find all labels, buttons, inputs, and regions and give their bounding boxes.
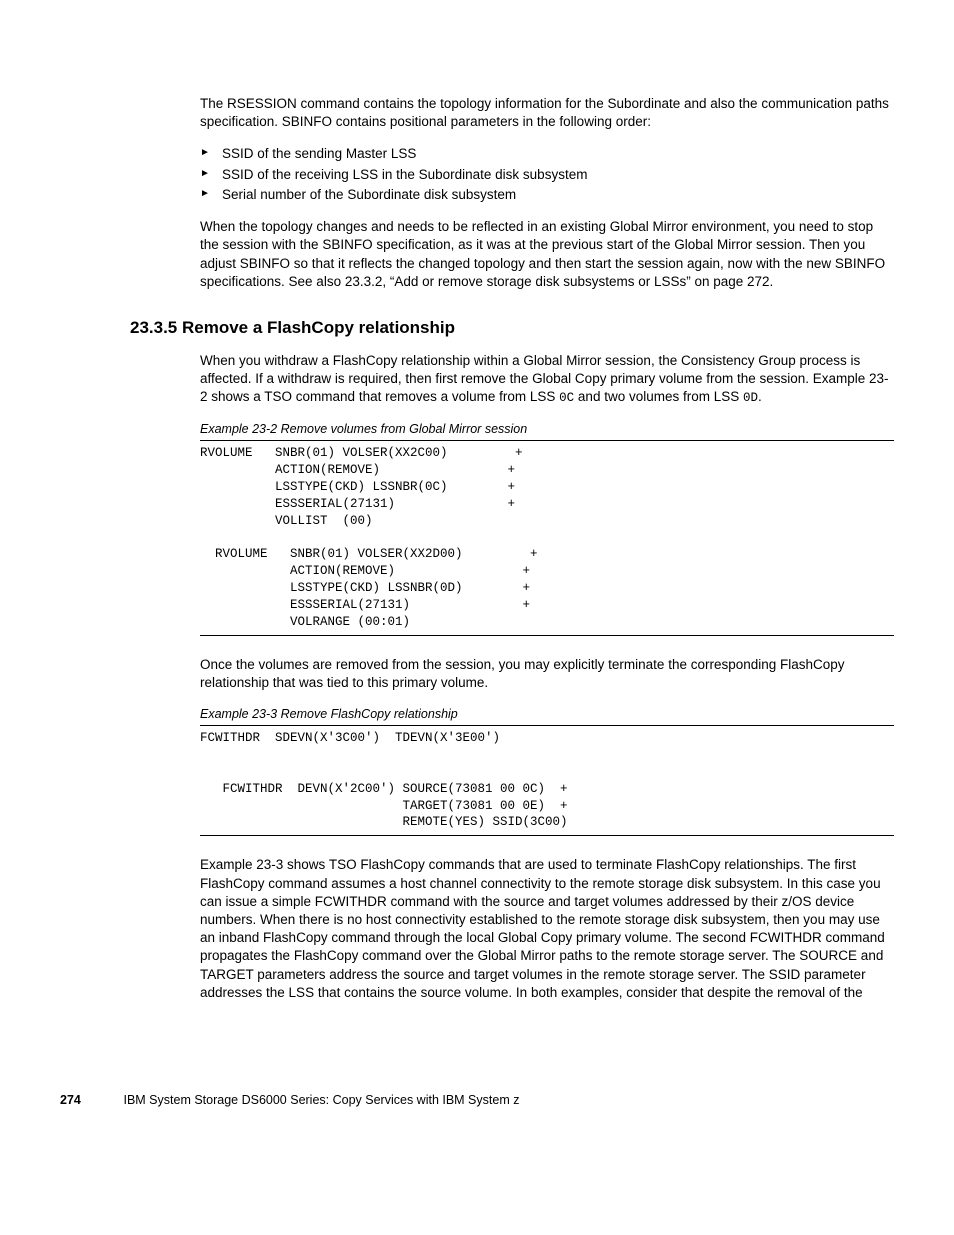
paragraph: Once the volumes are removed from the se… bbox=[200, 656, 894, 692]
bullet-list: SSID of the sending Master LSS SSID of t… bbox=[200, 145, 894, 204]
paragraph: When the topology changes and needs to b… bbox=[200, 218, 894, 291]
paragraph: The RSESSION command contains the topolo… bbox=[200, 95, 894, 131]
code-example: FCWITHDR SDEVN(X'3C00') TDEVN(X'3E00') F… bbox=[200, 725, 894, 836]
list-item: Serial number of the Subordinate disk su… bbox=[200, 186, 894, 204]
footer-title: IBM System Storage DS6000 Series: Copy S… bbox=[123, 1093, 519, 1107]
list-item: SSID of the sending Master LSS bbox=[200, 145, 894, 163]
example-caption: Example 23-2 Remove volumes from Global … bbox=[200, 421, 894, 438]
section-heading: 23.3.5 Remove a FlashCopy relationship bbox=[130, 317, 894, 340]
page-footer: 274 IBM System Storage DS6000 Series: Co… bbox=[60, 1092, 894, 1109]
paragraph: When you withdraw a FlashCopy relationsh… bbox=[200, 352, 894, 407]
page-number: 274 bbox=[60, 1092, 120, 1109]
paragraph: Example 23-3 shows TSO FlashCopy command… bbox=[200, 856, 894, 1002]
example-caption: Example 23-3 Remove FlashCopy relationsh… bbox=[200, 706, 894, 723]
code-example: RVOLUME SNBR(01) VOLSER(XX2C00) + ACTION… bbox=[200, 440, 894, 636]
list-item: SSID of the receiving LSS in the Subordi… bbox=[200, 166, 894, 184]
